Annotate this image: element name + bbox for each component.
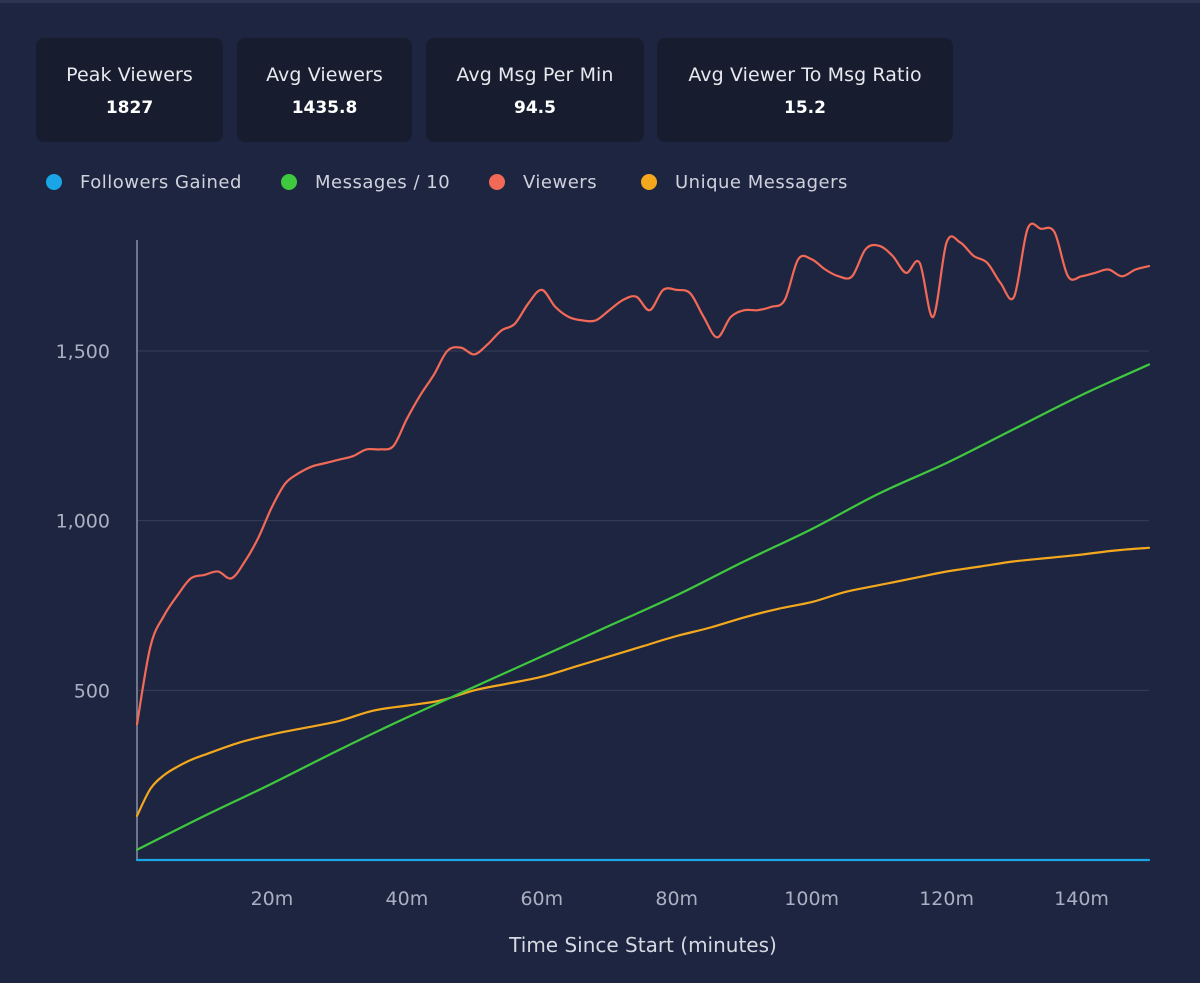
stat-label: Avg Viewers [266, 64, 383, 86]
x-tick-label: 80m [655, 888, 698, 910]
x-axis-title: Time Since Start (minutes) [508, 933, 777, 957]
top-divider [0, 0, 1200, 3]
series-line-messages-10 [135, 363, 1151, 851]
legend-dot [641, 174, 657, 190]
legend-label: Messages / 10 [315, 172, 451, 193]
legend-item-messages[interactable]: Messages / 10 [281, 172, 450, 193]
stat-label: Avg Msg Per Min [456, 64, 614, 86]
legend-label: Unique Messagers [675, 172, 848, 193]
stat-card-avg-msg-per-min: Avg Msg Per Min 94.5 [426, 38, 644, 142]
series-line-viewers [135, 222, 1151, 726]
legend-label: Viewers [523, 172, 598, 193]
x-tick-label: 20m [251, 888, 294, 910]
stat-value: 94.5 [514, 98, 556, 118]
legend-item-unique-messagers[interactable]: Unique Messagers [641, 172, 848, 193]
stat-label: Avg Viewer To Msg Ratio [688, 64, 922, 86]
x-tick-label: 120m [919, 888, 974, 910]
x-tick-label: 40m [386, 888, 429, 910]
stat-card-peak-viewers: Peak Viewers 1827 [36, 38, 223, 142]
stats-cards: Peak Viewers 1827 Avg Viewers 1435.8 Avg… [0, 38, 1200, 142]
x-tick-label: 60m [520, 888, 563, 910]
stat-card-viewer-msg-ratio: Avg Viewer To Msg Ratio 15.2 [657, 38, 953, 142]
series-line-unique-messagers [135, 546, 1151, 817]
x-tick-label: 100m [784, 888, 839, 910]
y-tick-label: 1,000 [56, 511, 110, 533]
y-tick-label: 500 [74, 680, 110, 702]
stat-value: 15.2 [784, 98, 826, 118]
legend-item-viewers[interactable]: Viewers [489, 172, 597, 193]
legend-label: Followers Gained [80, 172, 242, 193]
stat-value: 1827 [105, 98, 154, 118]
stat-label: Peak Viewers [66, 64, 193, 86]
y-tick-label: 1,500 [56, 341, 110, 363]
legend-dot [489, 174, 505, 190]
legend-dot [46, 174, 62, 190]
stat-card-avg-viewers: Avg Viewers 1435.8 [237, 38, 412, 142]
stat-value: 1435.8 [291, 98, 358, 118]
x-tick-label: 140m [1054, 888, 1109, 910]
legend-dot [281, 174, 297, 190]
legend-item-followers-gained[interactable]: Followers Gained [46, 172, 242, 193]
